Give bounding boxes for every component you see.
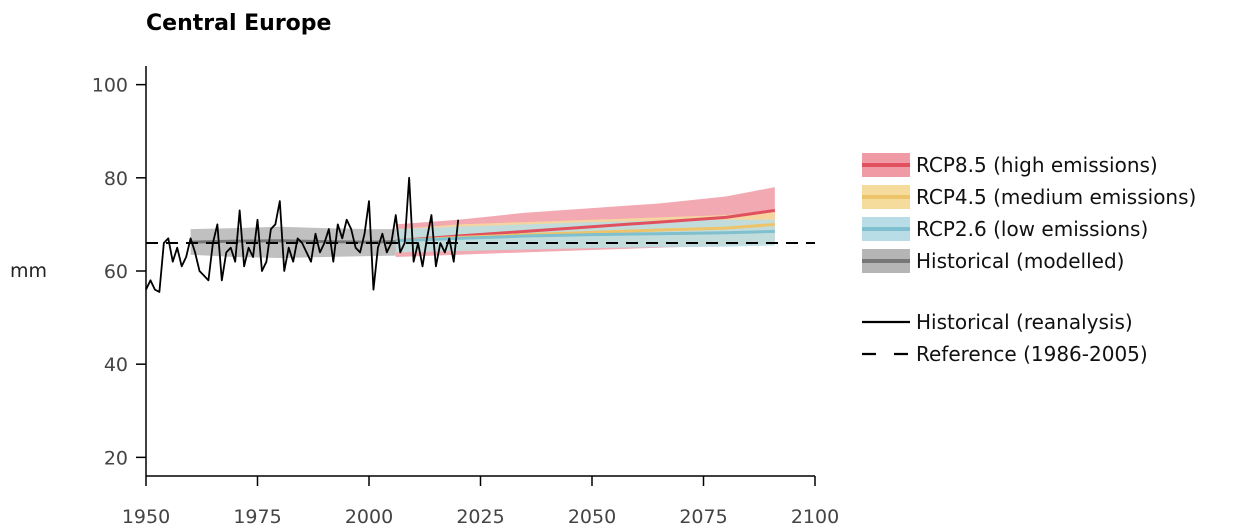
x-tick-label-2000: 2000 <box>345 506 393 528</box>
y-tick-label-100: 100 <box>92 75 128 97</box>
x-tick-label-1975: 1975 <box>233 506 281 528</box>
legend-label-historical-reanalysis: Historical (reanalysis) <box>916 310 1133 334</box>
y-tick-label-20: 20 <box>104 447 128 469</box>
y-tick-label-40: 40 <box>104 354 128 376</box>
legend: RCP8.5 (high emissions) RCP4.5 (medium em… <box>862 153 1196 366</box>
y-axis-label: mm <box>10 260 47 282</box>
y-tick-label-60: 60 <box>104 261 128 283</box>
x-tick-label-1950: 1950 <box>122 506 170 528</box>
legend-label-reference: Reference (1986-2005) <box>916 342 1148 366</box>
plot-area <box>145 176 815 293</box>
x-tick-label-2050: 2050 <box>568 506 616 528</box>
mean-line-historical-modelled <box>190 239 396 244</box>
legend-label-rcp2-6-low-emissions: RCP2.6 (low emissions) <box>916 217 1148 241</box>
mean-line-rcp2-6-low-emissions <box>395 229 775 243</box>
legend-label-rcp4-5-medium-emissions: RCP4.5 (medium emissions) <box>916 185 1196 209</box>
chart-title: Central Europe <box>146 11 331 36</box>
x-tick-label-2100: 2100 <box>791 506 839 528</box>
legend-label-historical-modelled: Historical (modelled) <box>916 249 1124 273</box>
legend-label-rcp8-5-high-emissions: RCP8.5 (high emissions) <box>916 153 1158 177</box>
y-tick-label-80: 80 <box>104 168 128 190</box>
historical-reanalysis-line <box>145 176 460 293</box>
x-tick-label-2075: 2075 <box>679 506 727 528</box>
axes: 20 40 60 80 100 1950 1975 2000 2025 2050 2075 2100 <box>92 66 839 528</box>
x-tick-label-2025: 2025 <box>456 506 504 528</box>
